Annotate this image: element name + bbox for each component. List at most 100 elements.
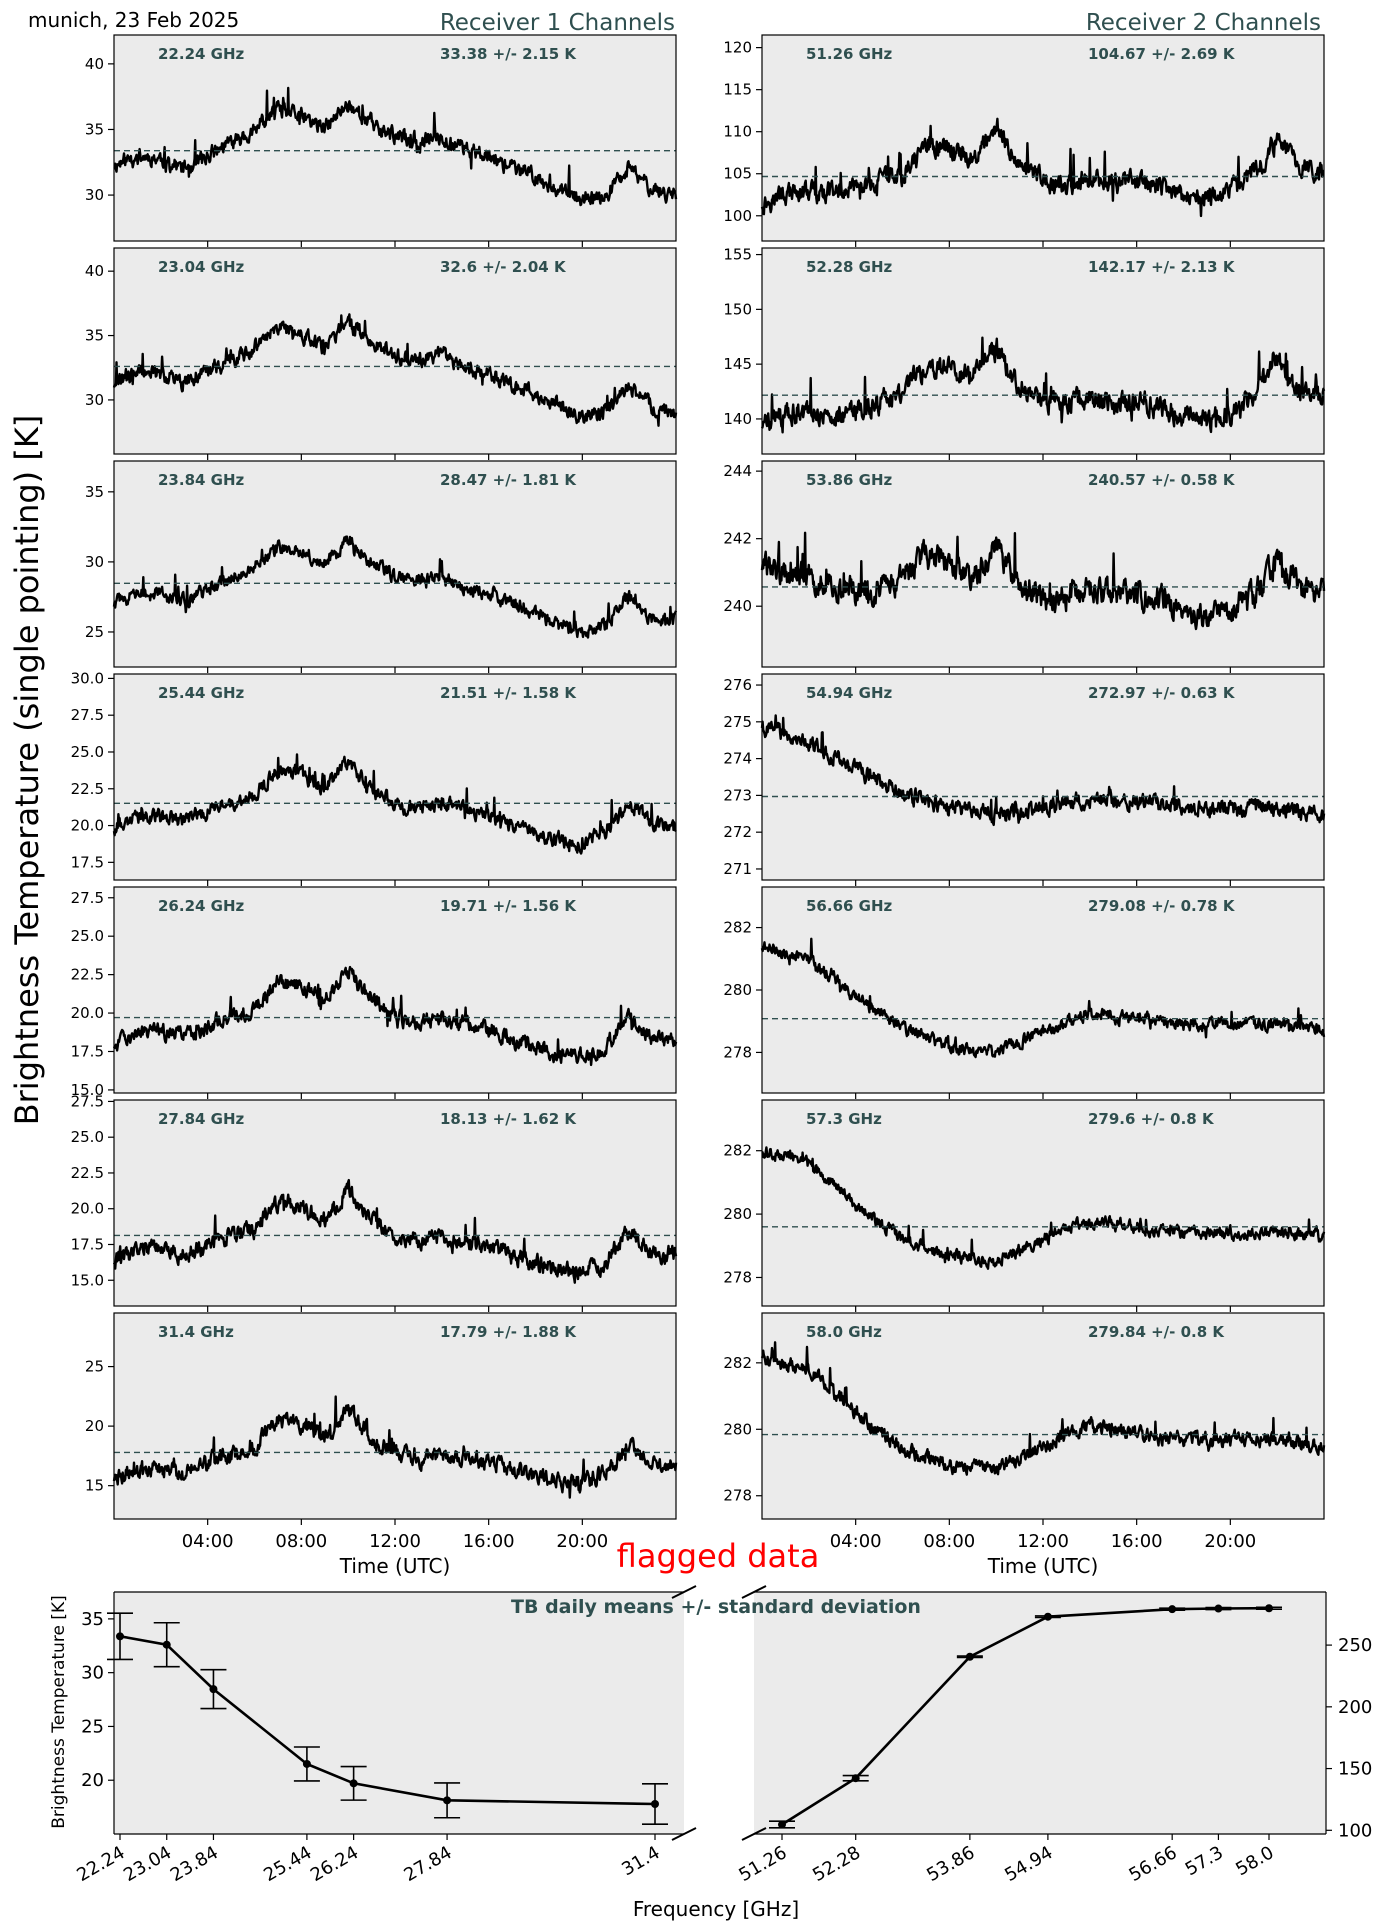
y-tick-label: 115: [723, 81, 752, 99]
y-tick-label: 282: [723, 919, 752, 937]
series-line: [761, 1146, 1326, 1270]
frequency-label: 56.66 GHz: [806, 897, 893, 915]
y-tick-label: 120: [723, 39, 752, 57]
y-tick-label-right: 150: [1338, 1759, 1372, 1780]
panel-background: [762, 1100, 1324, 1306]
data-point: [965, 1652, 974, 1661]
y-tick-label: 240: [723, 597, 752, 615]
panel-frame: [113, 886, 677, 1094]
y-tick-label: 275: [723, 713, 752, 731]
receiver2-title: Receiver 2 Channels: [1086, 10, 1321, 36]
frequency-label: 27.84 GHz: [158, 1110, 245, 1128]
panel-background: [762, 674, 1324, 880]
x-tick-label: 12:00: [369, 1531, 421, 1552]
data-point: [209, 1685, 218, 1694]
y-tick-label: 105: [723, 165, 752, 183]
flagged-data-label: flagged data: [617, 1537, 820, 1575]
y-tick-label: 20: [85, 1417, 104, 1435]
data-point: [1214, 1604, 1223, 1613]
x-tick-label: 04:00: [830, 1531, 882, 1552]
summary-title: TB daily means +/- standard deviation: [511, 1596, 921, 1618]
stats-label: 279.84 +/- 0.8 K: [1088, 1323, 1225, 1341]
x-tick-label: 16:00: [1111, 1531, 1163, 1552]
summary-x-label: Frequency [GHz]: [633, 1897, 799, 1921]
y-tick-label: 25.0: [71, 927, 104, 945]
y-tick-label: 30: [85, 553, 104, 571]
channel-panel: 30 35 40 23.04 GHz 32.6 +/- 2.04 K: [85, 247, 678, 460]
data-point: [162, 1640, 171, 1649]
y-tick-label: 22.5: [71, 1164, 104, 1182]
series-line: [760, 117, 1325, 218]
panel-frame: [761, 1312, 1325, 1520]
data-point: [1168, 1605, 1177, 1614]
panel-background: [762, 35, 1324, 241]
panel-background: [114, 461, 676, 667]
channel-panel: 15 20 25 31.4 GHz 17.79 +/- 1.88 K: [85, 1312, 678, 1525]
channel-panel: 278 280 282 57.3 GHz 279.6 +/- 0.8 K: [723, 1099, 1326, 1312]
series-line: [112, 965, 678, 1067]
frequency-label: 23.04 GHz: [158, 258, 245, 276]
x-axis-title: Time (UTC): [339, 1554, 451, 1578]
y-tick-label: 15.0: [71, 1081, 104, 1099]
y-tick-label: 35: [81, 1609, 104, 1630]
series-line: [112, 753, 677, 855]
data-point: [349, 1779, 358, 1788]
stats-label: 272.97 +/- 0.63 K: [1088, 684, 1236, 702]
summary-y-label: Brightness Temperature [K]: [49, 1595, 69, 1828]
y-tick-label: 25: [81, 1716, 104, 1737]
panel-background: [762, 461, 1324, 667]
y-tick-label: 17.5: [71, 1235, 104, 1253]
y-tick-label: 20: [81, 1770, 104, 1791]
frequency-label: 58.0 GHz: [806, 1323, 882, 1341]
panel-frame: [113, 673, 677, 881]
channel-panel: 240 242 244 53.86 GHz 240.57 +/- 0.58 K: [723, 460, 1326, 673]
panel-frame: [761, 886, 1325, 1094]
panel-frame: [113, 247, 677, 455]
y-tick-label: 25.0: [71, 1128, 104, 1146]
data-point: [851, 1774, 860, 1783]
y-axis-label: Brightness Temperature (single pointing)…: [8, 415, 46, 1126]
y-tick-label: 27.5: [71, 706, 104, 724]
data-point: [651, 1799, 659, 1808]
y-tick-label: 278: [723, 1268, 752, 1286]
stats-label: 18.13 +/- 1.62 K: [440, 1110, 577, 1128]
stats-label: 33.38 +/- 2.15 K: [440, 45, 577, 63]
panel-frame: [761, 34, 1325, 242]
frequency-label: 25.44 GHz: [158, 684, 245, 702]
data-point: [1043, 1612, 1052, 1621]
frequency-label: 31.4 GHz: [158, 1323, 234, 1341]
stats-label: 240.57 +/- 0.58 K: [1088, 471, 1236, 489]
frequency-label: 52.28 GHz: [806, 258, 893, 276]
frequency-label: 57.3 GHz: [806, 1110, 882, 1128]
receiver2-panels: 100 105 110 115 120 51.26 GHz 104.67 +/- 2.69 …: [723, 34, 1326, 1578]
y-tick-label: 145: [723, 355, 752, 373]
stats-label: 28.47 +/- 1.81 K: [440, 471, 577, 489]
stats-label: 142.17 +/- 2.13 K: [1088, 258, 1236, 276]
panel-frame: [113, 460, 677, 668]
y-tick-label-right: 200: [1338, 1697, 1372, 1718]
panel-background: [114, 1100, 676, 1306]
frequency-label: 51.26 GHz: [806, 45, 893, 63]
channel-panel: 25 30 35 23.84 GHz 28.47 +/- 1.81 K: [85, 460, 678, 673]
y-tick-label-right: 100: [1338, 1820, 1372, 1841]
y-tick-label: 244: [723, 462, 752, 480]
data-point: [116, 1632, 124, 1641]
panel-frame: [113, 1312, 677, 1520]
panel-frame: [761, 1099, 1325, 1307]
y-tick-label: 17.5: [71, 853, 104, 871]
axis-break-mark: [671, 1827, 697, 1841]
data-point: [302, 1759, 311, 1768]
series-line: [113, 86, 678, 207]
frequency-label: 53.86 GHz: [806, 471, 893, 489]
y-tick-label: 242: [723, 530, 752, 548]
y-tick-label: 25: [85, 1358, 104, 1376]
stats-label: 17.79 +/- 1.88 K: [440, 1323, 577, 1341]
y-tick-label: 17.5: [71, 1042, 104, 1060]
y-tick-label: 110: [723, 123, 752, 141]
y-tick-label: 30: [85, 391, 104, 409]
panel-background: [114, 1313, 676, 1519]
channel-panel: 17.5 20.0 22.5 25.0 27.5 30.0 25.44 GHz 21.51 +…: [71, 669, 677, 886]
data-point: [1265, 1604, 1273, 1613]
